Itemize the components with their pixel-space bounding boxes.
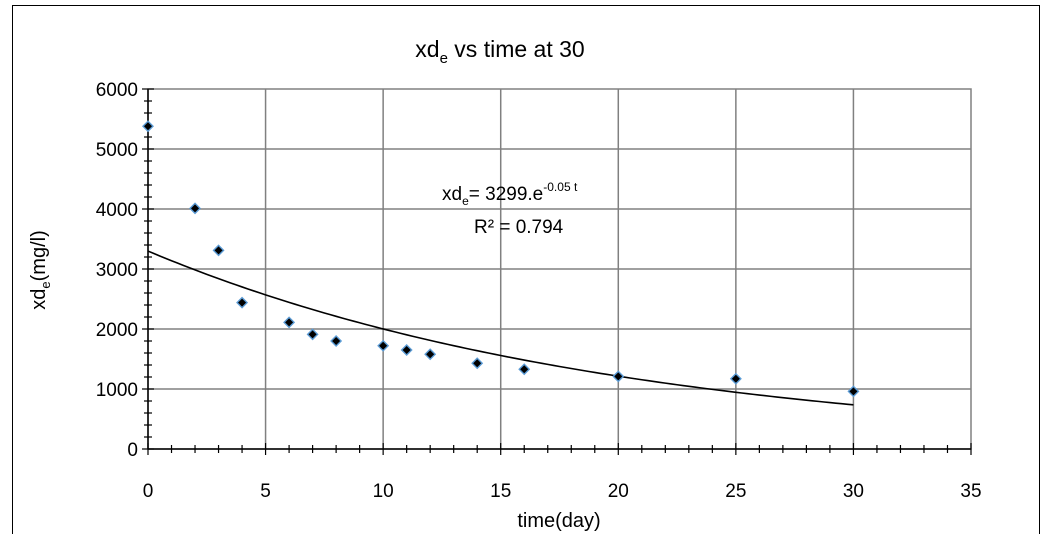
data-point <box>212 244 225 257</box>
y-tick-label: 2000 <box>96 320 138 341</box>
chart-frame <box>12 5 1040 534</box>
data-point <box>424 348 437 361</box>
x-tick-label: 35 <box>960 481 981 502</box>
data-point <box>729 372 742 385</box>
y-tick-label: 5000 <box>96 140 138 161</box>
data-point <box>518 363 531 376</box>
y-tick-label: 3000 <box>96 260 138 281</box>
trendline-equation: xde= 3299.e-0.05 t <box>442 180 578 208</box>
trendline-r2: R² = 0.794 <box>474 217 564 238</box>
chart-title: xde vs time at 30 <box>415 36 584 67</box>
trendline-curve <box>147 250 854 406</box>
x-tick-label: 5 <box>260 481 271 502</box>
data-point <box>847 385 860 398</box>
x-tick-label: 30 <box>843 481 864 502</box>
data-point <box>283 316 296 329</box>
y-tick-label: 1000 <box>96 380 138 401</box>
data-point <box>236 296 249 309</box>
axes <box>142 88 972 455</box>
x-tick-label: 10 <box>373 481 394 502</box>
y-axis-label: xde(mg/l) <box>28 230 53 309</box>
x-tick-label: 15 <box>490 481 511 502</box>
x-tick-label: 20 <box>608 481 629 502</box>
y-tick-label: 6000 <box>96 80 138 101</box>
data-point <box>330 335 343 347</box>
x-axis-label: time(day) <box>517 510 600 532</box>
data-point <box>306 328 319 341</box>
data-point <box>377 339 390 352</box>
data-points <box>142 120 860 398</box>
trendline <box>147 250 854 406</box>
x-tick-label: 0 <box>143 481 154 502</box>
data-point <box>612 370 625 383</box>
x-tick-label: 25 <box>725 481 746 502</box>
data-point <box>400 344 413 356</box>
data-point <box>189 202 202 215</box>
y-tick-label: 0 <box>127 440 138 461</box>
grid <box>147 88 972 450</box>
tick-labels: 0 5 10 15 20 25 30 35 0 1000 2000 3000 4000 5000 6000 <box>96 80 982 502</box>
data-point <box>142 120 154 133</box>
y-tick-label: 4000 <box>96 200 138 221</box>
data-point <box>471 357 484 370</box>
